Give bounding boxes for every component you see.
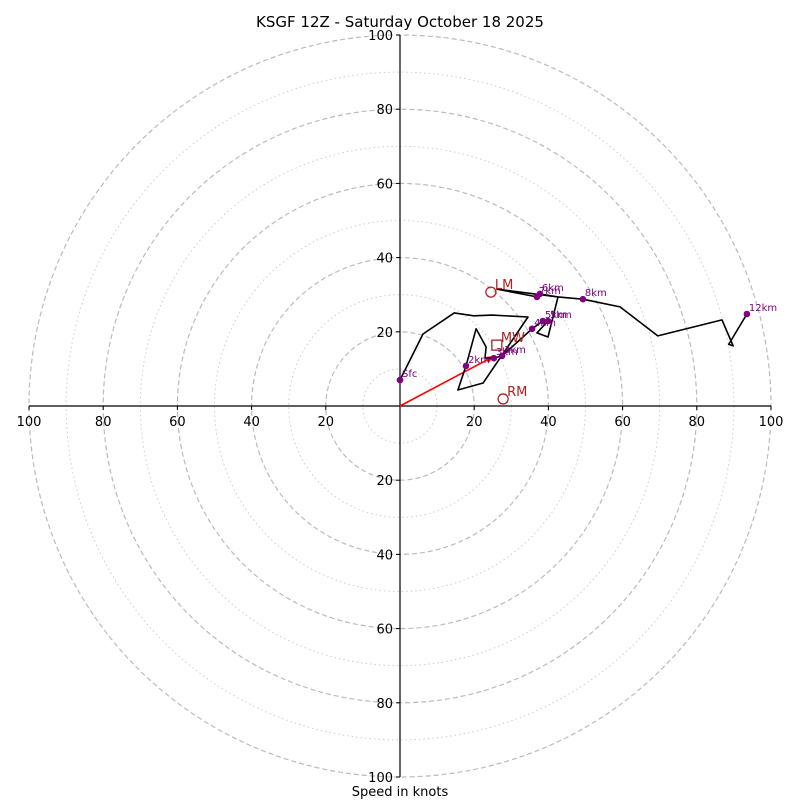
height-marker-label: Sfc	[402, 369, 417, 380]
height-marker-label: 3km	[504, 345, 526, 356]
storm-motion-marker	[497, 393, 509, 405]
storm-motion-label: LM	[495, 278, 513, 293]
height-marker-dot	[490, 354, 498, 362]
x-tick-label: 100	[759, 415, 784, 430]
y-tick-label: 20	[376, 326, 393, 341]
height-marker-dot	[462, 362, 470, 370]
x-tick-label: 60	[169, 415, 186, 430]
height-marker-label: 5km	[545, 310, 567, 321]
y-tick-label: 80	[376, 697, 393, 712]
storm-motion-marker	[491, 339, 503, 351]
height-marker-label: 6km	[542, 283, 564, 294]
storm-motions: LM RM MW	[485, 278, 527, 405]
y-tick-label: 100	[368, 771, 393, 786]
x-tick-label: 20	[466, 415, 483, 430]
height-marker-dot	[498, 352, 506, 360]
y-tick-label: 60	[376, 177, 393, 192]
height-marker-dot	[743, 310, 751, 318]
vector-line	[399, 355, 495, 407]
x-tick-label: 40	[243, 415, 260, 430]
height-marker-dot	[528, 325, 536, 333]
storm-motion-marker	[485, 286, 497, 298]
x-tick-label: 80	[689, 415, 706, 430]
height-marker-dot	[533, 293, 541, 301]
height-marker-label: 7km	[539, 286, 561, 297]
height-marker-dot	[544, 317, 552, 325]
x-tick-label: 100	[17, 415, 42, 430]
height-marker-label: 5km	[550, 310, 572, 321]
x-tick-label: 80	[95, 415, 112, 430]
height-marker-label: 12km	[749, 303, 777, 314]
y-tick-label: 40	[376, 548, 393, 563]
storm-motion-label: RM	[507, 385, 527, 400]
x-axis-label: Speed in knots	[352, 785, 449, 800]
height-marker-dot	[579, 295, 587, 303]
x-tick-label: 20	[318, 415, 335, 430]
y-tick-label: 100	[368, 29, 393, 44]
x-tick-label: 40	[540, 415, 557, 430]
x-tick-label: 60	[614, 415, 631, 430]
tick-labels: 100 80 60 40 20 20 40 60 80 100 100 80 60 40 20 20 40 60 8…	[17, 29, 784, 786]
height-marker-label: 2km	[468, 355, 490, 366]
height-marker-label: 3km	[496, 347, 518, 358]
height-marker-dot	[396, 376, 404, 384]
y-tick-label: 40	[376, 252, 393, 267]
chart-title: KSGF 12Z - Saturday October 18 2025	[256, 13, 544, 31]
height-marker-label: 8km	[585, 288, 607, 299]
storm-motion-label: MW	[501, 331, 525, 346]
height-marker-dot	[539, 317, 547, 325]
y-tick-label: 20	[376, 474, 393, 489]
y-tick-label: 80	[376, 103, 393, 118]
height-markers: Sfc2km3km3km4km5km5km6km7km8km12km	[396, 283, 777, 384]
y-tick-label: 60	[376, 623, 393, 638]
